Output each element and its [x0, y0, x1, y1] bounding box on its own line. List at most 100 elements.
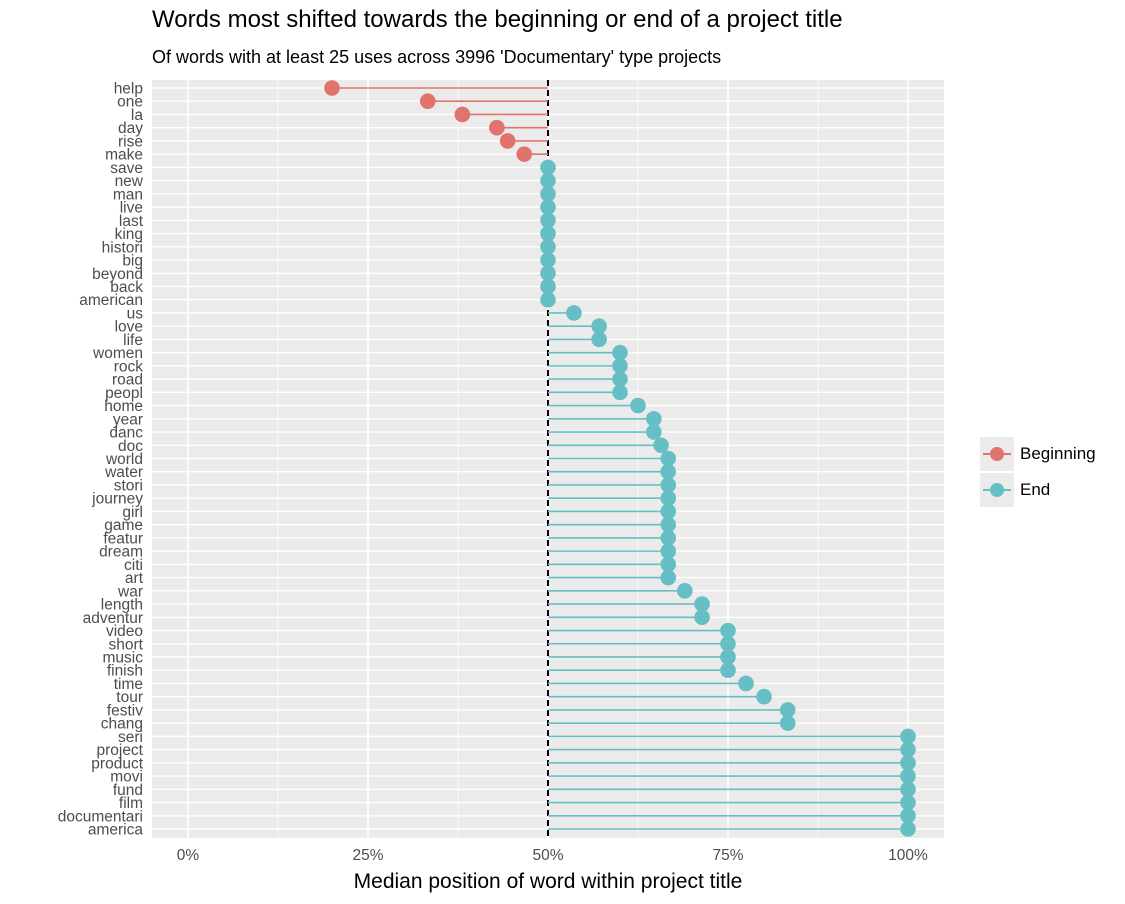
y-tick-label: america [88, 822, 144, 839]
y-tick-label: length [101, 597, 143, 614]
chart-subtitle: Of words with at least 25 uses across 39… [152, 47, 722, 67]
y-tick-label: love [115, 319, 143, 336]
point-doc [653, 437, 669, 454]
point-peopl [612, 384, 628, 401]
y-tick-label: king [115, 226, 143, 243]
y-tick-label: journey [91, 491, 143, 508]
point-art [660, 569, 677, 586]
point-last [540, 212, 556, 229]
x-tick-label: 0% [177, 847, 200, 864]
y-tick-label: movi [110, 769, 143, 786]
y-tick-label: chang [101, 716, 143, 733]
y-tick-label: danc [109, 425, 143, 442]
y-tick-label: war [117, 583, 143, 600]
y-tick-label: finish [107, 663, 143, 680]
y-tick-label: music [103, 649, 144, 666]
y-tick-label: peopl [105, 385, 143, 402]
y-tick-label: women [92, 345, 143, 362]
point-american [540, 291, 556, 308]
y-tick-label: help [114, 81, 143, 98]
x-tick-label: 100% [888, 847, 928, 864]
y-tick-label: save [110, 160, 143, 177]
point-live [540, 199, 556, 215]
y-tick-label: us [127, 305, 144, 322]
y-tick-label: stori [114, 477, 143, 494]
y-tick-label: art [125, 570, 144, 587]
point-chang [779, 715, 796, 731]
y-tick-label: film [119, 795, 143, 812]
point-water [660, 463, 677, 480]
point-tour [756, 688, 772, 705]
y-tick-label: video [106, 623, 143, 640]
y-tick-label: live [120, 200, 143, 217]
point-world [660, 450, 677, 467]
stems [332, 87, 908, 830]
y-tick-label: back [110, 279, 143, 296]
point-america [900, 821, 916, 837]
point-game [660, 516, 677, 533]
legend-key-end [980, 473, 1014, 507]
y-tick-label: man [113, 186, 143, 203]
legend-label-beginning: Beginning [1020, 444, 1096, 463]
points [324, 80, 916, 837]
point-girl [660, 503, 677, 520]
point-one [419, 93, 436, 110]
point-save [540, 159, 556, 176]
y-tick-label: festiv [107, 702, 143, 719]
point-music [720, 649, 736, 665]
point-day [489, 119, 505, 136]
point-product [900, 755, 916, 771]
y-tick-label: life [123, 332, 143, 349]
point-documentari [900, 807, 916, 824]
point-home [630, 397, 646, 414]
y-tick-label: game [104, 517, 143, 534]
point-journey [660, 490, 677, 506]
x-tick-label: 50% [532, 847, 563, 864]
point-us [566, 305, 582, 321]
y-tick-label: histori [102, 239, 143, 256]
y-tick-label: big [122, 253, 143, 270]
y-tick-label: beyond [92, 266, 143, 283]
point-back [540, 278, 556, 295]
y-tick-label: dream [99, 544, 143, 561]
point-film [900, 794, 916, 811]
y-tick-label: project [96, 742, 143, 759]
point-beyond [540, 265, 556, 282]
point-time [738, 675, 754, 692]
point-rise [499, 133, 516, 149]
point-featur [660, 530, 677, 546]
point-new [540, 172, 556, 189]
point-festiv [779, 702, 796, 718]
y-tick-label: rock [114, 358, 144, 375]
y-tick-label: girl [122, 504, 143, 521]
y-tick-label: road [112, 372, 143, 389]
x-tick-label: 25% [352, 847, 383, 864]
point-king [540, 225, 556, 242]
y-tick-label: product [91, 755, 143, 772]
y-tick-label: la [131, 107, 143, 124]
point-length [694, 596, 710, 612]
y-tick-label: featur [103, 530, 143, 547]
point-road [612, 371, 628, 387]
y-tick-labels: helponeladayrisemakesavenewmanlivelastki… [58, 81, 144, 839]
point-short [720, 635, 736, 652]
point-year [646, 411, 662, 427]
point-la [454, 106, 471, 123]
y-tick-label: tour [116, 689, 143, 706]
y-tick-label: one [117, 94, 143, 111]
x-tick-labels: 0% 25% 50% 75% 100% [177, 847, 928, 864]
point-life [591, 331, 607, 348]
point-project [900, 741, 916, 758]
x-tick-label: 75% [712, 847, 743, 864]
y-tick-label: doc [118, 438, 143, 455]
point-stori [660, 477, 677, 493]
y-tick-label: make [105, 147, 143, 164]
y-tick-label: american [79, 292, 143, 309]
y-tick-label: day [118, 120, 143, 137]
point-histori [540, 238, 556, 255]
y-tick-label: short [109, 636, 144, 653]
point-danc [646, 424, 662, 440]
x-axis-label: Median position of word within project t… [354, 870, 743, 893]
y-tick-label: water [104, 464, 143, 481]
